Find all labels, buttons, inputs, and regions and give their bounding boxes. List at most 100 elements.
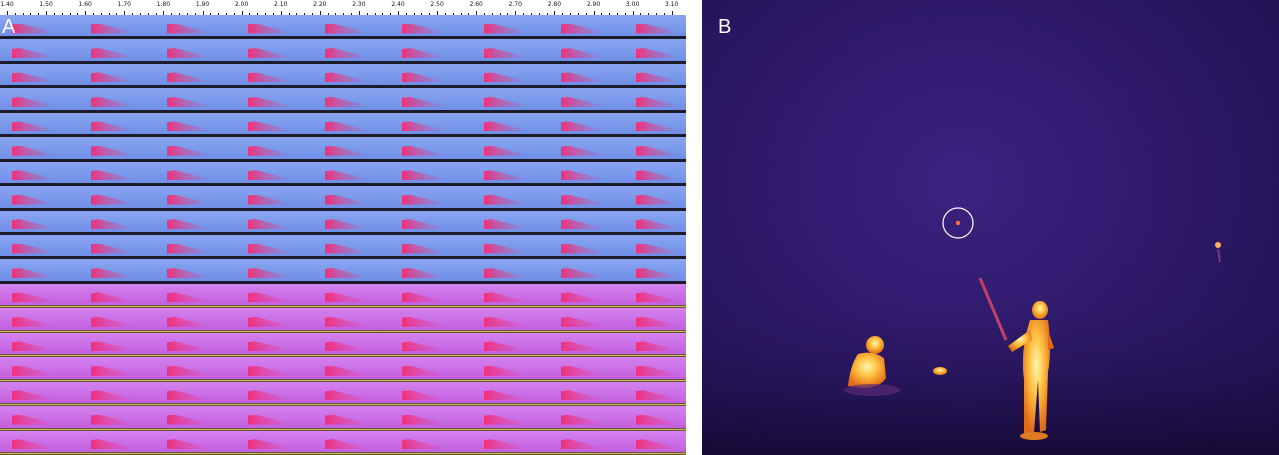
target-dot xyxy=(955,220,961,226)
spectrogram-strip xyxy=(0,88,686,110)
call-trace xyxy=(91,47,133,58)
call-trace xyxy=(91,341,133,352)
call-trace xyxy=(484,145,526,156)
panel-b-label: B xyxy=(718,16,732,38)
call-trace xyxy=(484,341,526,352)
call-trace xyxy=(636,47,678,58)
ruler-minor-tick xyxy=(171,13,173,15)
ruler-minor-tick xyxy=(108,13,110,15)
call-trace xyxy=(636,194,678,205)
ruler-tick xyxy=(280,11,282,15)
ruler-minor-tick xyxy=(147,13,149,15)
ruler-tick-label: 2.10 xyxy=(274,1,288,8)
call-trace xyxy=(12,365,54,376)
call-trace xyxy=(561,341,603,352)
ruler-minor-tick xyxy=(139,13,141,15)
call-trace xyxy=(402,194,444,205)
ruler-minor-tick xyxy=(390,13,392,15)
call-trace xyxy=(325,414,367,425)
call-trace xyxy=(91,316,133,327)
ruler-minor-tick xyxy=(577,13,579,15)
ground-object xyxy=(933,367,947,375)
call-trace xyxy=(325,292,367,303)
ruler-minor-tick xyxy=(335,13,337,15)
spectrogram-strip xyxy=(0,381,686,404)
call-trace xyxy=(484,170,526,181)
strip-separator xyxy=(0,158,686,162)
call-trace xyxy=(561,219,603,230)
call-trace xyxy=(484,267,526,278)
call-trace xyxy=(636,316,678,327)
call-trace xyxy=(561,390,603,401)
call-trace xyxy=(561,72,603,83)
ruler-minor-tick xyxy=(530,13,532,15)
ruler-minor-tick xyxy=(429,13,431,15)
call-trace xyxy=(12,194,54,205)
ruler-minor-tick xyxy=(311,13,313,15)
ruler-minor-tick xyxy=(421,13,423,15)
call-trace xyxy=(325,219,367,230)
ruler-minor-tick xyxy=(366,13,368,15)
call-trace xyxy=(248,341,290,352)
target-marker-circle xyxy=(942,207,974,239)
ruler-minor-tick xyxy=(296,13,298,15)
call-trace xyxy=(636,72,678,83)
call-trace xyxy=(402,267,444,278)
ruler-tick-label: 2.70 xyxy=(508,1,522,8)
ruler-minor-tick xyxy=(452,13,454,15)
strip-separator xyxy=(0,329,686,333)
call-trace xyxy=(167,292,209,303)
ruler-tick-label: 1.80 xyxy=(156,1,171,8)
call-trace xyxy=(636,170,678,181)
call-trace xyxy=(325,23,367,34)
strip-separator xyxy=(0,452,686,455)
call-trace xyxy=(402,72,444,83)
ruler-minor-tick xyxy=(491,13,493,15)
call-trace xyxy=(402,243,444,254)
ruler-minor-tick xyxy=(546,13,548,15)
call-trace xyxy=(325,194,367,205)
ruler-tick-label: 1.70 xyxy=(117,1,131,8)
call-trace xyxy=(248,267,290,278)
call-trace xyxy=(167,219,209,230)
call-trace xyxy=(561,316,603,327)
spectrogram-strip xyxy=(0,235,686,257)
call-trace xyxy=(402,96,444,107)
call-trace xyxy=(248,243,290,254)
ruler-minor-tick xyxy=(562,13,564,15)
standing-person xyxy=(1008,301,1054,440)
call-trace xyxy=(561,243,603,254)
call-trace xyxy=(167,390,209,401)
time-ruler: 1.40 1.50 1.60 1.70 1.80 1.90 2.00 2.10 2.20 2.30… xyxy=(0,0,686,16)
ruler-tick-label: 1.60 xyxy=(78,1,92,8)
call-trace xyxy=(402,145,444,156)
call-trace xyxy=(167,267,209,278)
call-trace xyxy=(402,365,444,376)
spectrogram-strip xyxy=(0,210,686,232)
spectrogram-strip xyxy=(0,63,686,86)
ruler-minor-tick xyxy=(93,13,95,15)
call-trace xyxy=(484,414,526,425)
call-trace xyxy=(167,23,209,34)
call-trace xyxy=(561,365,603,376)
call-trace xyxy=(402,439,444,450)
call-trace xyxy=(248,72,290,83)
call-trace xyxy=(402,219,444,230)
call-trace xyxy=(12,414,54,425)
call-trace xyxy=(636,341,678,352)
spectrogram-panel: 1.40 1.50 1.60 1.70 1.80 1.90 2.00 2.10 2.20 2.30… xyxy=(0,0,686,455)
call-trace xyxy=(325,243,367,254)
spectrogram-strip xyxy=(0,15,686,37)
call-trace xyxy=(325,316,367,327)
call-trace xyxy=(636,219,678,230)
ruler-minor-tick xyxy=(585,13,587,15)
call-trace xyxy=(561,414,603,425)
call-trace xyxy=(167,96,209,107)
call-trace xyxy=(167,145,209,156)
ruler-tick-label: 2.90 xyxy=(586,1,601,8)
call-trace xyxy=(484,316,526,327)
ruler-tick xyxy=(358,11,360,15)
call-trace xyxy=(484,439,526,450)
call-trace xyxy=(636,390,678,401)
crouching-person xyxy=(844,336,900,396)
